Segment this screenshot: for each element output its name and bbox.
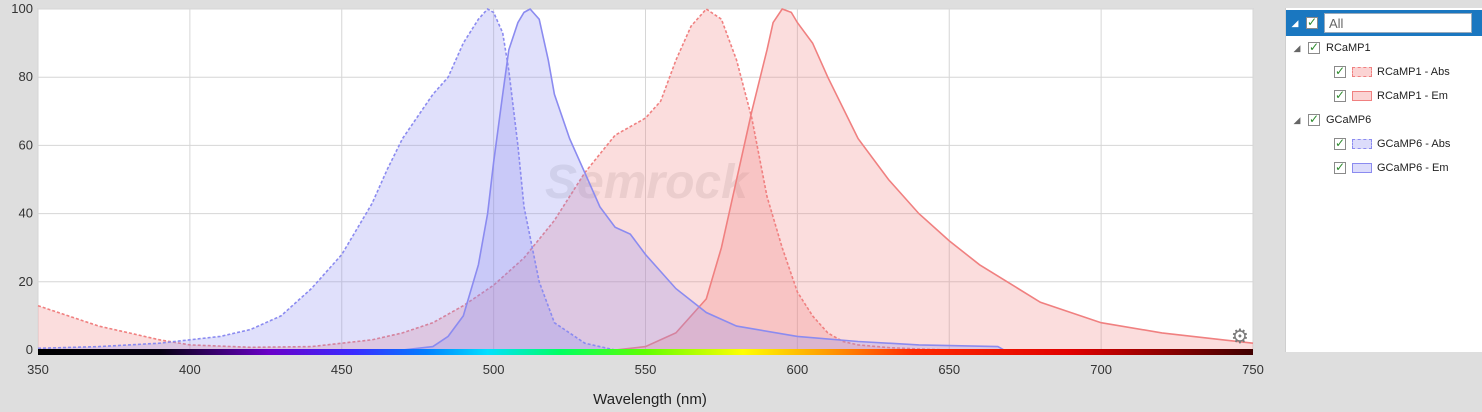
legend-item-gcamp6-abs[interactable]: GCaMP6 - Abs: [1334, 133, 1450, 155]
legend-item-rcamp1-em[interactable]: RCaMP1 - Em: [1334, 85, 1448, 107]
series-checkbox[interactable]: [1334, 136, 1346, 150]
series-line: [402, 7, 1005, 351]
legend-group-gcamp6[interactable]: ◢ GCaMP6: [1286, 109, 1371, 131]
x-tick-label: 650: [938, 362, 960, 377]
collapse-icon[interactable]: ◢: [1291, 17, 1299, 28]
x-tick-label: 600: [787, 362, 809, 377]
collapse-icon[interactable]: ◢: [1293, 114, 1301, 125]
y-axis-ticks: 0 20 40 60 80 100: [11, 1, 33, 357]
series-label: GCaMP6 - Abs: [1377, 138, 1451, 150]
series-area: [38, 9, 616, 350]
series-area: [402, 9, 1004, 350]
legend-panel: ◢ All ◢ RCaMP1 RCaMP1 - Abs RCaMP1 - Em …: [1285, 8, 1482, 352]
y-tick-label: 20: [19, 274, 33, 289]
x-tick-label: 400: [179, 362, 201, 377]
group-label: RCaMP1: [1326, 42, 1371, 54]
x-axis-title: Wavelength (nm): [593, 391, 707, 408]
series-checkbox[interactable]: [1334, 88, 1346, 102]
legend-item-gcamp6-em[interactable]: GCaMP6 - Em: [1334, 157, 1449, 179]
series-checkbox[interactable]: [1334, 160, 1346, 174]
collapse-icon[interactable]: ◢: [1293, 42, 1301, 53]
series-label: RCaMP1 - Abs: [1377, 66, 1450, 78]
y-tick-label: 100: [11, 1, 33, 16]
x-axis-ticks: 350 400 450 500 550 600 650 700 750: [27, 362, 1264, 377]
y-tick-label: 0: [26, 342, 33, 357]
series-swatch: [1352, 163, 1372, 173]
x-tick-label: 750: [1242, 362, 1264, 377]
y-tick-label: 80: [19, 69, 33, 84]
series-line: [615, 8, 1254, 351]
rcamp1-group-checkbox[interactable]: [1308, 40, 1320, 54]
all-checkbox[interactable]: [1306, 15, 1318, 29]
x-tick-label: 350: [27, 362, 49, 377]
y-tick-label: 60: [19, 137, 33, 152]
x-tick-label: 550: [635, 362, 657, 377]
series-group: [37, 7, 1254, 351]
series-checkbox[interactable]: [1334, 64, 1346, 78]
legend-group-rcamp1[interactable]: ◢ RCaMP1: [1286, 37, 1371, 59]
legend-item-rcamp1-abs[interactable]: RCaMP1 - Abs: [1334, 61, 1450, 83]
x-tick-label: 700: [1090, 362, 1112, 377]
y-tick-label: 40: [19, 206, 33, 221]
series-line: [37, 7, 950, 351]
series-area: [615, 9, 1253, 350]
watermark: Semrock: [545, 156, 750, 209]
series-area: [38, 9, 950, 350]
group-label: GCaMP6: [1326, 114, 1372, 126]
series-line: [37, 7, 616, 351]
series-label: RCaMP1 - Em: [1377, 90, 1448, 102]
series-swatch: [1352, 67, 1372, 77]
x-tick-label: 500: [483, 362, 505, 377]
gcamp6-group-checkbox[interactable]: [1308, 112, 1320, 126]
series-label: GCaMP6 - Em: [1377, 162, 1449, 174]
x-tick-label: 450: [331, 362, 353, 377]
gear-icon[interactable]: ⚙: [1231, 324, 1249, 348]
spectra-chart: Semrock 350 400 450 500 550 600 650 700 750: [11, 1, 1264, 408]
all-filter-field[interactable]: All: [1324, 13, 1472, 33]
legend-all-row[interactable]: ◢ All: [1286, 10, 1482, 36]
chart-area: Semrock 350 400 450 500 550 600 650 700 750: [11, 1, 1264, 408]
series-swatch: [1352, 139, 1372, 149]
wavelength-spectrum-bar: [38, 349, 1253, 355]
series-swatch: [1352, 91, 1372, 101]
